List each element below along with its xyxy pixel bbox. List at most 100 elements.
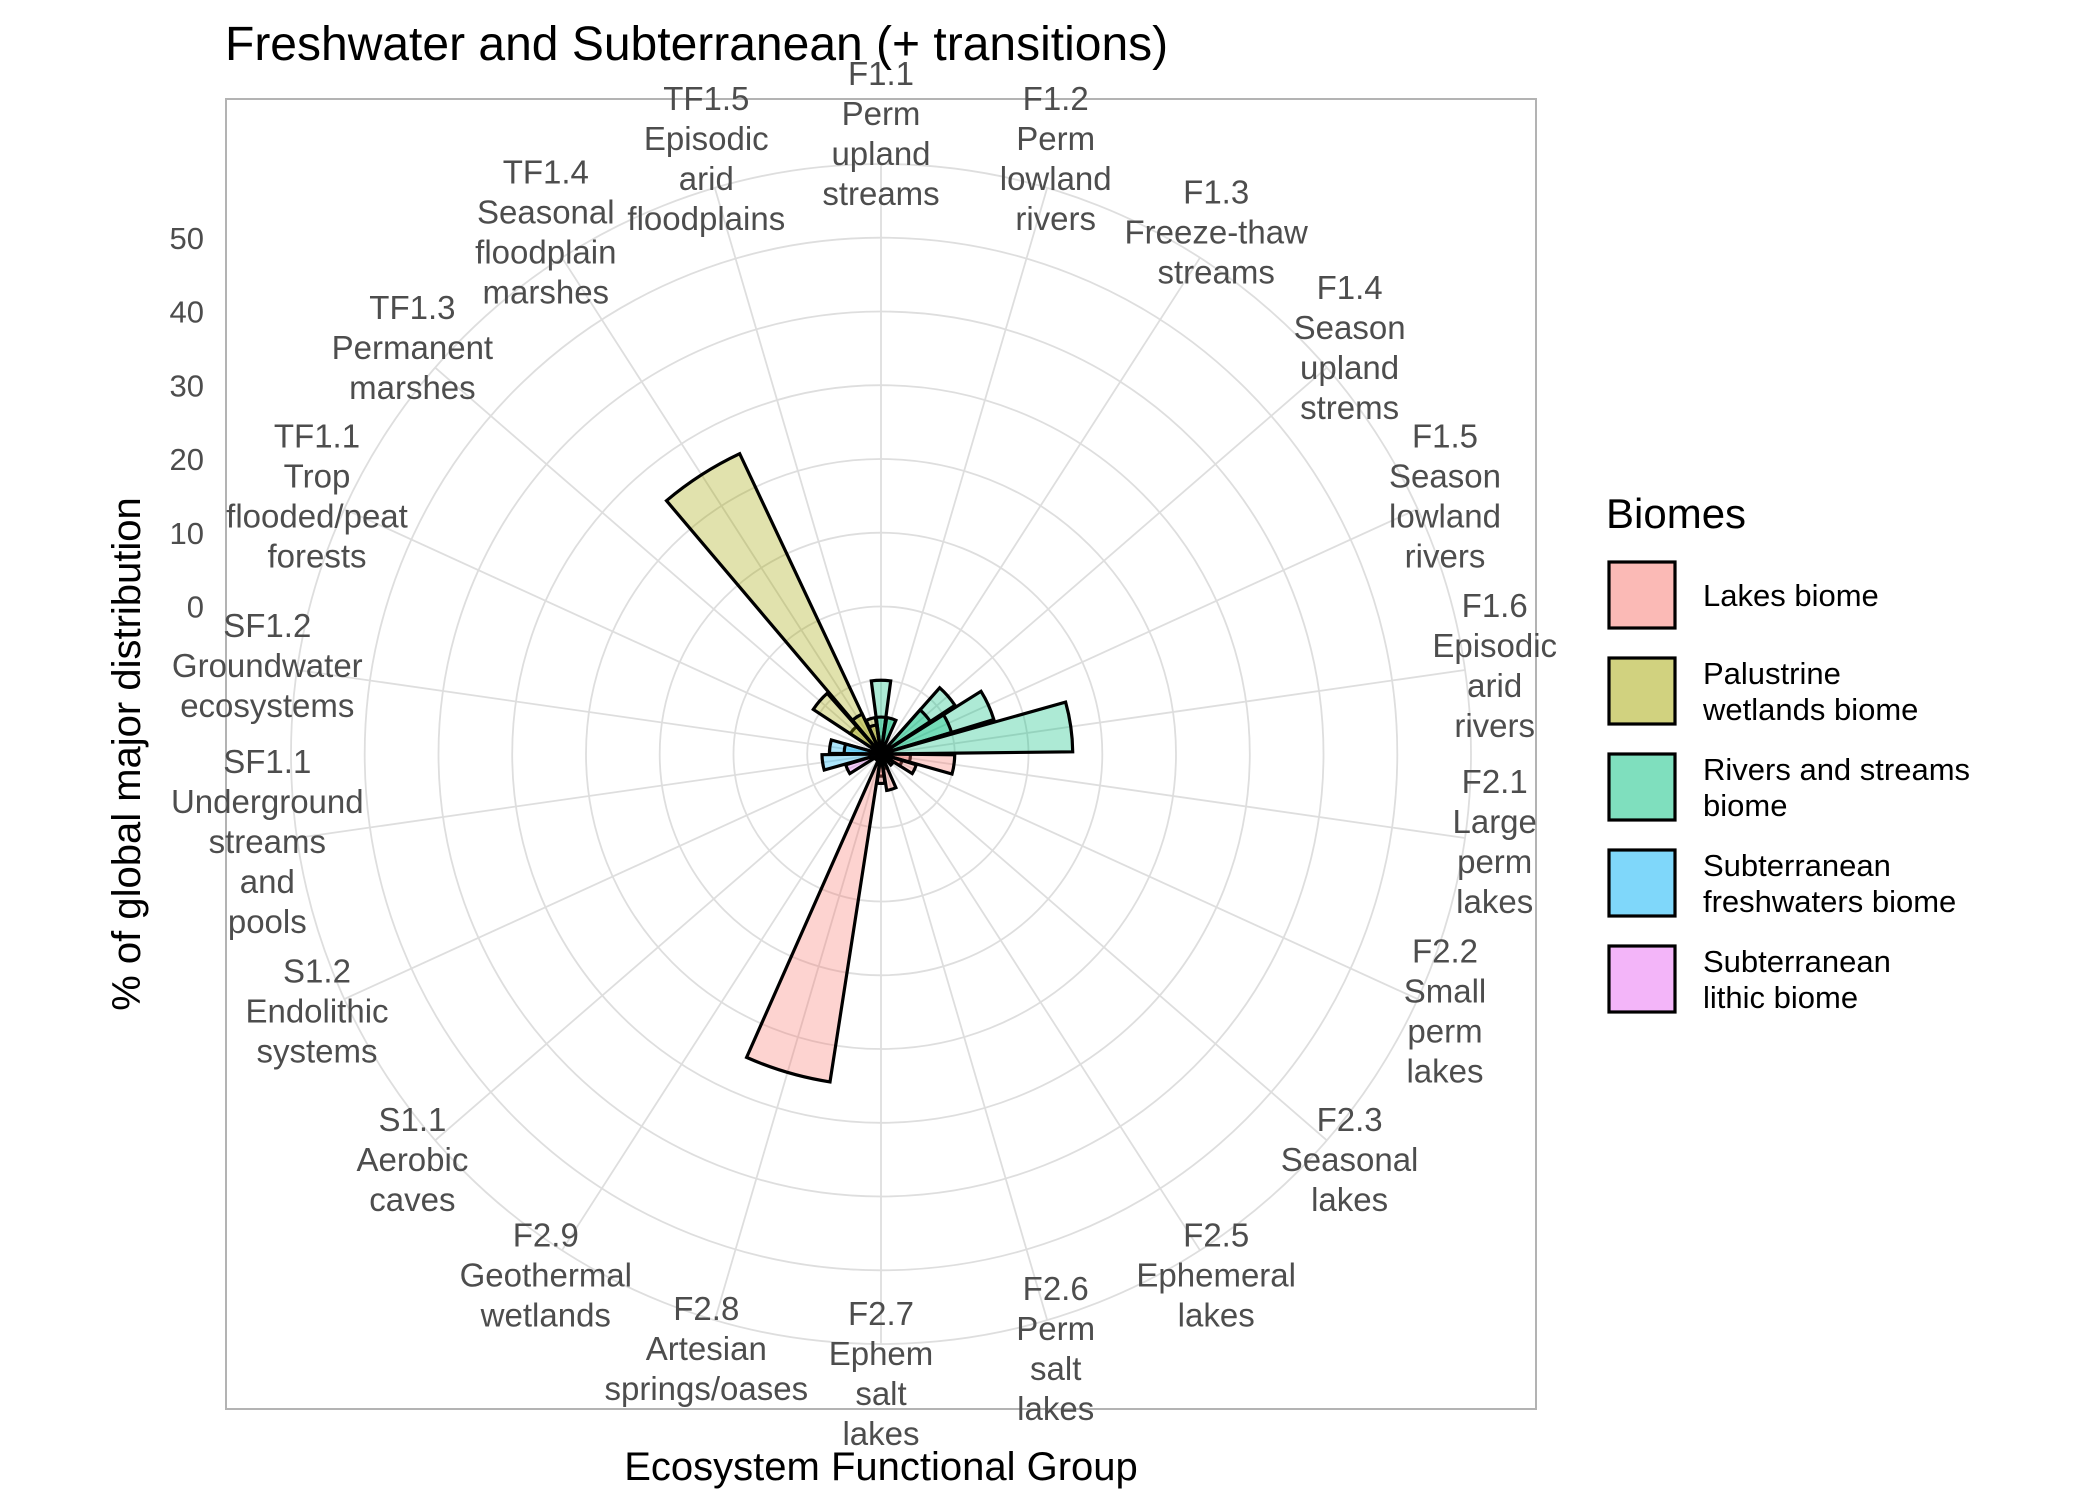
category-label: F1.5 Season lowland rivers	[1389, 417, 1501, 574]
category-label-line: systems	[256, 1033, 377, 1070]
legend-label: Lakes biome	[1703, 578, 1879, 613]
category-label: S1.1 Aerobic caves	[356, 1101, 468, 1218]
category-label-line: marshes	[483, 273, 610, 310]
category-label-line: Aerobic	[356, 1141, 468, 1178]
x-axis-title: Ecosystem Functional Group	[624, 1445, 1138, 1489]
category-label-line: arid	[1467, 667, 1522, 704]
category-label: F2.1 Large perm lakes	[1452, 763, 1536, 920]
category-label: F1.6 Episodic arid rivers	[1432, 587, 1557, 744]
bar	[880, 700, 1075, 756]
legend-label-line: Subterranean	[1703, 848, 1891, 883]
category-label-line: springs/oases	[604, 1370, 808, 1407]
category-label-line: F2.8	[673, 1290, 739, 1327]
y-tick-label: 10	[170, 516, 204, 551]
legend-key	[1607, 848, 1677, 918]
category-label-line: and	[240, 863, 295, 900]
legend-label-line: Palustrine	[1703, 656, 1841, 691]
y-tick-label: 20	[170, 442, 204, 477]
category-label-line: caves	[369, 1181, 455, 1218]
legend-label-line: wetlands biome	[1702, 692, 1918, 727]
category-label-line: F2.2	[1412, 933, 1478, 970]
category-label: F2.5 Ephemeral lakes	[1136, 1217, 1296, 1334]
category-label-line: lakes	[1017, 1390, 1094, 1427]
legend-label-line: lithic biome	[1703, 980, 1858, 1015]
category-label-line: floodplain	[475, 233, 616, 270]
category-label-line: Episodic	[1432, 627, 1557, 664]
bar-inner-segment	[850, 711, 883, 756]
legend-label: Subterranean lithic biome	[1703, 944, 1891, 1015]
category-label-line: Permanent	[332, 329, 493, 366]
legend-label: Palustrine wetlands biome	[1702, 656, 1918, 727]
category-label-line: pools	[228, 903, 307, 940]
category-label: F2.2 Small perm lakes	[1404, 933, 1487, 1090]
y-tick-label: 50	[170, 221, 204, 256]
category-label-line: Freeze-thaw	[1124, 213, 1308, 250]
y-tick-label: 0	[187, 590, 204, 625]
category-label-line: TF1.4	[503, 153, 589, 190]
category-label: TF1.4 Seasonal floodplain marshes	[475, 153, 616, 310]
category-label-line: F1.5	[1412, 417, 1478, 454]
category-label-line: Seasonal	[1281, 1141, 1419, 1178]
grid-spoke	[343, 753, 882, 1000]
category-label-line: F2.6	[1023, 1270, 1089, 1307]
category-label-line: Large	[1452, 803, 1536, 840]
category-label: TF1.1 Trop flooded/peat forests	[226, 417, 408, 574]
bar	[820, 752, 882, 772]
grid-spoke	[880, 753, 1049, 1321]
category-label-line: lakes	[1406, 1053, 1483, 1090]
category-label-line: forests	[267, 537, 366, 574]
bar-inner-segment	[879, 753, 899, 793]
legend-key	[1607, 560, 1677, 630]
y-axis-title: % of global major distribution	[105, 497, 149, 1011]
category-label-line: streams	[209, 823, 326, 860]
grid-spoke	[561, 753, 882, 1251]
category-label-line: F2.9	[513, 1217, 579, 1254]
category-label-line: TF1.1	[274, 417, 360, 454]
y-axis-ticks: 0 10 20 30 40 50	[170, 221, 204, 625]
grid-spoke	[880, 187, 1049, 755]
category-label-line: Artesian	[646, 1330, 767, 1367]
legend-label-line: Subterranean	[1703, 944, 1891, 979]
category-label-line: Ephem	[829, 1335, 934, 1372]
plot-panel	[225, 98, 1537, 1410]
legend: Lakes biome Palustrine wetlands biome River…	[1607, 560, 1970, 1015]
grid-spoke	[296, 669, 882, 755]
grid-spoke	[713, 753, 882, 1321]
bar	[744, 753, 883, 1084]
grid-spoke	[880, 508, 1419, 755]
category-label: SF1.1 Underground streams and pools	[171, 743, 364, 940]
category-label: F1.2 Perm lowland rivers	[1000, 80, 1112, 237]
category-label-line: rivers	[1454, 707, 1535, 744]
grid-spoke	[434, 753, 882, 1142]
bar	[664, 451, 883, 756]
category-label-line: Perm	[1016, 1310, 1095, 1347]
category-label-line: floodplains	[627, 200, 785, 237]
category-label: F2.9 Geothermal wetlands	[460, 1217, 632, 1334]
legend-label-line: biome	[1703, 788, 1787, 823]
category-label-line: arid	[679, 160, 734, 197]
y-tick-label: 40	[170, 295, 204, 330]
bar	[880, 689, 996, 756]
grid-spoke	[880, 753, 1328, 1142]
category-label-line: F2.1	[1462, 763, 1528, 800]
grid-spoke	[434, 366, 882, 755]
grid-spoke	[880, 366, 1328, 755]
grid-spoke	[713, 187, 882, 755]
category-label-line: Groundwater	[172, 647, 363, 684]
category-label-line: Seasonal	[477, 193, 615, 230]
category-label-line: F2.3	[1317, 1101, 1383, 1138]
legend-key	[1607, 656, 1677, 726]
category-label-line: rivers	[1405, 537, 1486, 574]
category-label-line: Perm	[842, 95, 921, 132]
category-label: TF1.5 Episodic arid floodplains	[627, 80, 785, 237]
category-label-line: wetlands	[480, 1297, 611, 1334]
legend-key	[1607, 944, 1677, 1014]
legend-label-line: freshwaters biome	[1703, 884, 1956, 919]
category-label-line: F1.4	[1317, 269, 1383, 306]
legend-label: Rivers and streams biome	[1703, 752, 1970, 823]
category-label-line: lakes	[842, 1415, 919, 1452]
category-label-line: lowland	[1389, 497, 1501, 534]
category-label-line: Season	[1294, 309, 1406, 346]
